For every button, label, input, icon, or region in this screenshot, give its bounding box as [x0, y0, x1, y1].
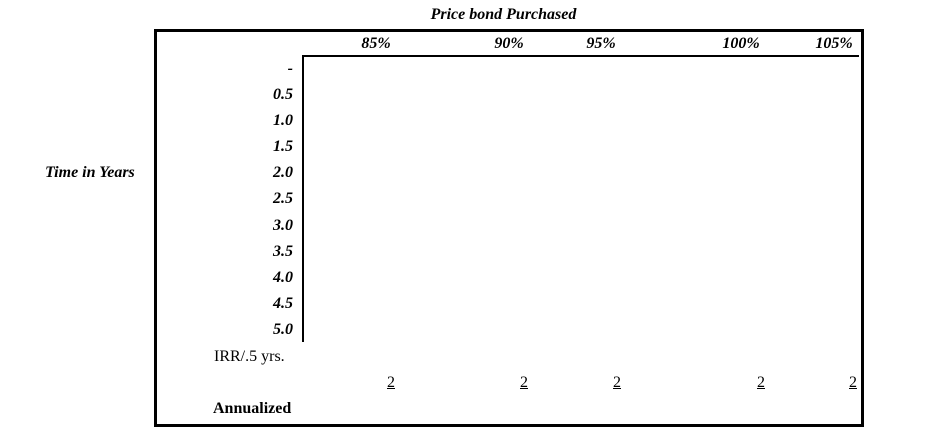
row-label: 0.5: [273, 86, 293, 103]
column-header-85: 85%: [361, 35, 391, 52]
row-label: 5.0: [273, 321, 293, 338]
row-label: 3.0: [273, 217, 293, 234]
row-label: 4.5: [273, 295, 293, 312]
row-axis-divider: [302, 55, 304, 342]
irr-label: IRR/.5 yrs.: [214, 348, 285, 365]
row-label: 4.0: [273, 269, 293, 286]
column-header-100: 100%: [722, 35, 760, 52]
irr-value-95: 2: [613, 374, 621, 391]
header-divider: [303, 55, 859, 57]
irr-value-90: 2: [520, 374, 528, 391]
side-axis-label: Time in Years: [45, 164, 135, 181]
table-frame: [154, 29, 864, 427]
irr-value-105: 2: [849, 374, 857, 391]
irr-value-100: 2: [757, 374, 765, 391]
annualized-label: Annualized: [213, 400, 292, 417]
table-title: Price bond Purchased: [430, 6, 577, 23]
irr-value-85: 2: [387, 374, 395, 391]
row-label: 1.5: [273, 138, 293, 155]
column-header-95: 95%: [586, 35, 616, 52]
column-header-105: 105%: [815, 35, 853, 52]
row-label: 2.0: [273, 164, 293, 181]
row-label: 3.5: [273, 243, 293, 260]
column-header-90: 90%: [494, 35, 524, 52]
row-label: 1.0: [273, 112, 293, 129]
row-label: -: [287, 60, 293, 77]
row-label: 2.5: [273, 190, 293, 207]
